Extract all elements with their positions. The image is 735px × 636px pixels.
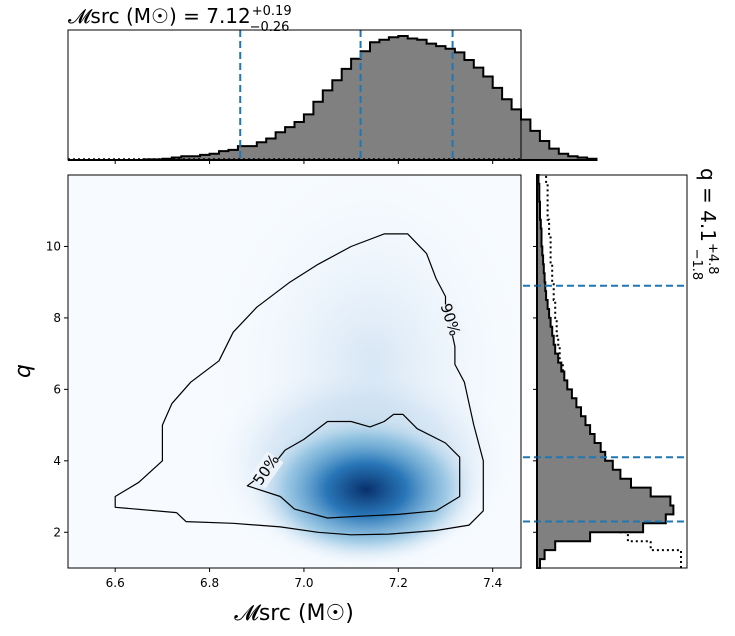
top-marginal-ticks	[114, 160, 494, 164]
right-histogram	[536, 174, 675, 569]
y-axis-label: q	[11, 364, 36, 378]
top-title-sup: +0.19	[252, 4, 292, 19]
top-marginal-frame	[67, 29, 522, 161]
y-tick-label: 8	[53, 311, 61, 325]
x-tick-label: 7.4	[483, 576, 502, 590]
top-marginal-panel: 𝓜src (M☉) = 7.12+0.19 −0.26	[67, 4, 598, 164]
right-marginal-title: q = 4.1+4.8−1.8	[689, 168, 720, 280]
y-tick-label: 2	[53, 525, 61, 539]
joint-x-ticks: 6.6 6.8 7.0 7.2 7.4	[106, 568, 502, 590]
right-marginal-frame	[536, 174, 688, 569]
joint-y-ticks: 2 4 6 8 10	[46, 239, 68, 539]
y-tick-label: 6	[53, 382, 61, 396]
top-histogram	[68, 35, 598, 161]
right-title-sup: +4.8	[705, 243, 720, 275]
top-title-lhs: 𝓜src (M☉) = 7.12	[68, 4, 251, 28]
right-title-lhs: q = 4.1	[696, 168, 720, 242]
right-quantile-lines	[523, 284, 687, 523]
joint-panel-frame	[67, 174, 522, 569]
top-marginal-title: 𝓜src (M☉) = 7.12+0.19 −0.26	[68, 4, 292, 35]
contour-50	[246, 413, 461, 519]
y-tick-label: 4	[53, 454, 61, 468]
right-marginal-ticks	[533, 245, 537, 533]
contour-label-bg	[248, 450, 284, 489]
contour-label-bg	[435, 301, 465, 339]
y-tick-label: 10	[46, 239, 61, 253]
x-axis-label: 𝓜src (M☉)	[234, 601, 354, 626]
right-marginal-panel: q = 4.1+4.8−1.8	[523, 168, 720, 569]
top-title-sub: −0.26	[250, 20, 290, 35]
density-core-region	[251, 414, 482, 565]
contour-90	[114, 233, 484, 536]
right-histogram-bars	[536, 174, 675, 569]
x-tick-label: 7.2	[389, 576, 408, 590]
x-tick-label: 6.8	[200, 576, 219, 590]
density-heatmap: 90%50%	[68, 175, 521, 568]
top-histogram-bars	[68, 35, 598, 161]
right-title-sub: −1.8	[689, 249, 704, 281]
x-tick-label: 7.0	[294, 576, 313, 590]
x-tick-label: 6.6	[106, 576, 125, 590]
